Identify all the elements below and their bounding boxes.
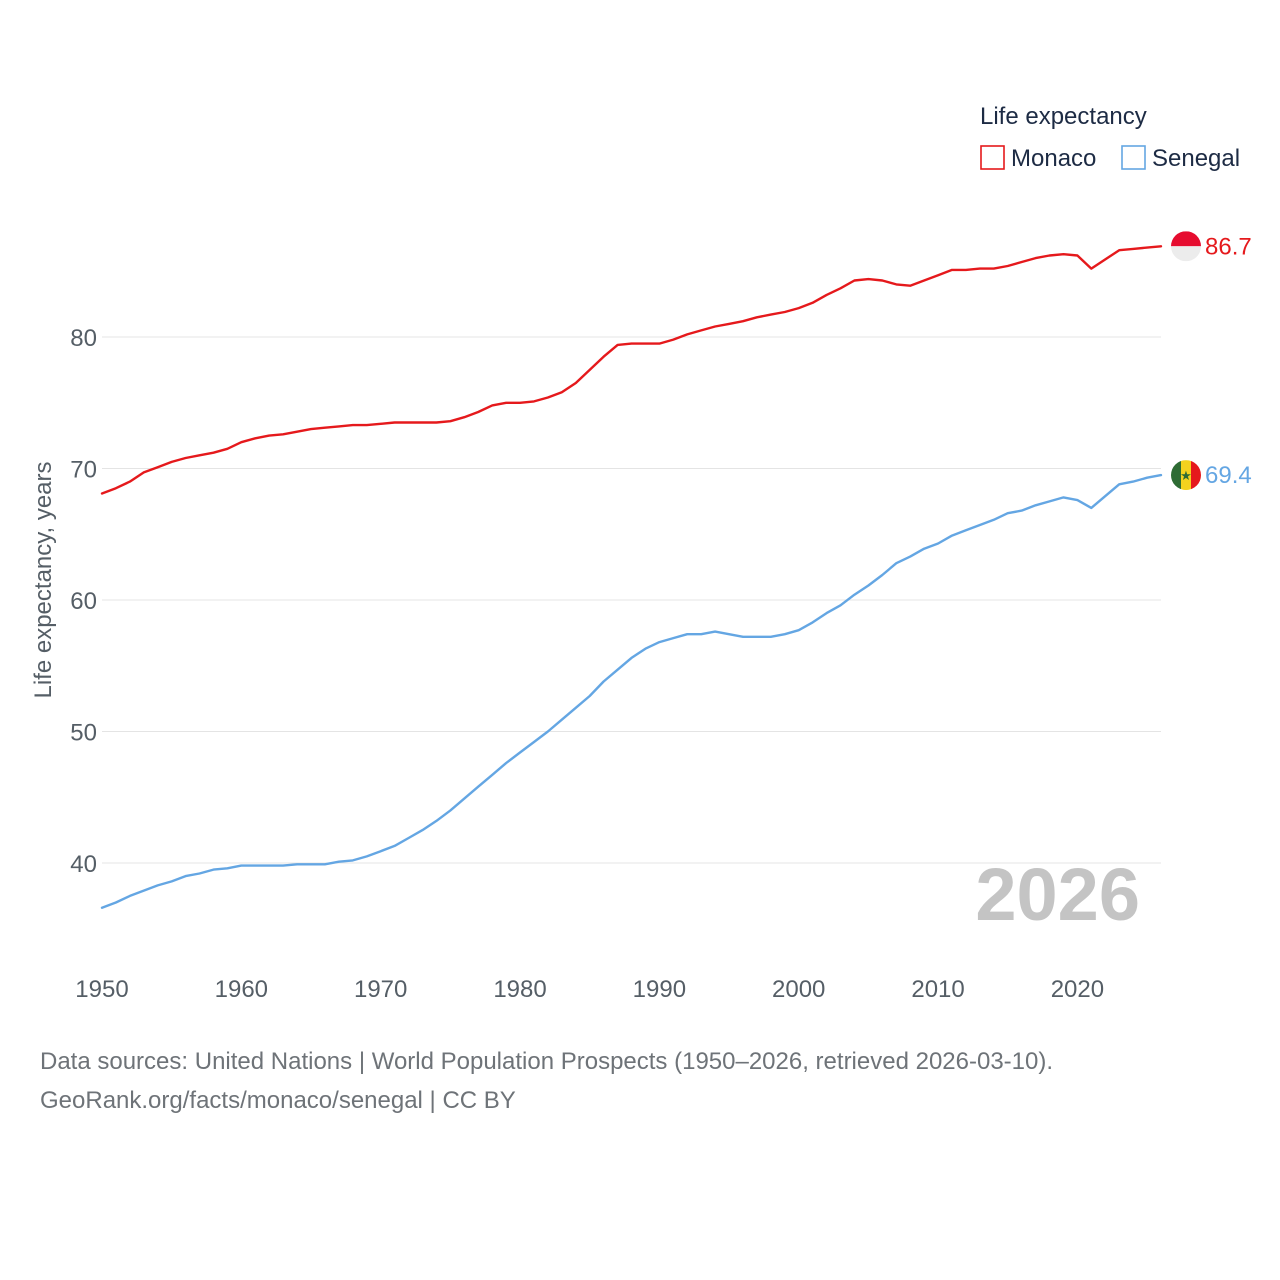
end-value-label-senegal: 69.4 [1205,462,1252,489]
series-line-monaco [100,245,1163,495]
x-tick-label: 2010 [911,976,964,1003]
end-value-label-monaco: 86.7 [1205,233,1252,260]
y-tick-label: 40 [70,851,97,878]
x-tick-label: 2020 [1051,976,1104,1003]
legend-title: Life expectancy [980,103,1147,130]
source-line: Data sources: United Nations | World Pop… [40,1048,1054,1075]
series-line-senegal [100,473,1163,909]
legend-swatch-senegal [1121,145,1146,170]
legend-swatch-monaco [980,145,1005,170]
end-markers: 86.7 ★ 69.4 [1171,231,1252,491]
legend-item-monaco[interactable]: Monaco [980,145,1096,172]
life-expectancy-chart: 40 50 60 70 80 1950 1960 1970 1980 1990 2000 2010 2… [30,103,1252,1003]
legend: Life expectancy Monaco Senegal [980,103,1240,172]
y-axis-ticks: 40 50 60 70 80 [70,325,97,878]
credit-line: GeoRank.org/facts/monaco/senegal | CC BY [40,1087,516,1114]
y-tick-label: 50 [70,720,97,747]
y-tick-label: 70 [70,457,97,484]
legend-label-monaco: Monaco [1011,145,1096,172]
x-tick-label: 1990 [633,976,686,1003]
svg-text:★: ★ [1180,469,1192,484]
y-tick-label: 80 [70,325,97,352]
y-axis-title: Life expectancy, years [30,461,57,698]
gridlines [102,336,1161,864]
legend-label-senegal: Senegal [1152,145,1240,172]
legend-item-senegal[interactable]: Senegal [1121,145,1240,172]
x-tick-label: 1970 [354,976,407,1003]
x-tick-label: 1960 [215,976,268,1003]
year-stamp: 2026 [975,853,1140,936]
series-lines [100,245,1163,909]
monaco-flag-icon [1171,231,1201,262]
x-axis-ticks: 1950 1960 1970 1980 1990 2000 2010 2020 [75,976,1104,1003]
y-tick-label: 60 [70,588,97,615]
x-tick-label: 2000 [772,976,825,1003]
x-tick-label: 1950 [75,976,128,1003]
x-tick-label: 1980 [493,976,546,1003]
senegal-flag-icon: ★ [1171,460,1201,491]
source-note: Data sources: United Nations | World Pop… [40,1042,1240,1120]
